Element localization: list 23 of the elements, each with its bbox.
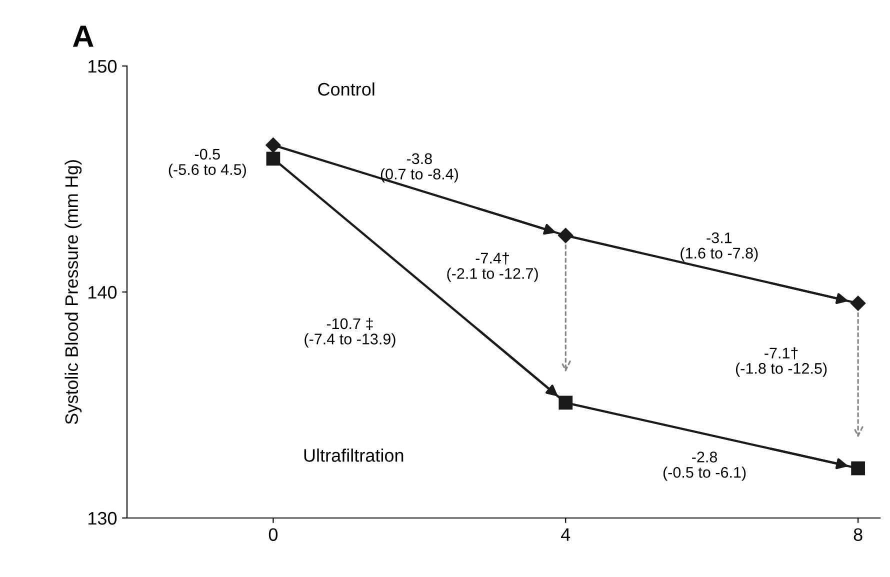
x-tick-label: 0 xyxy=(268,528,278,541)
point xyxy=(851,461,866,476)
annotation: -2.8 (-0.5 to -6.1) xyxy=(663,452,746,481)
annotation: Ultrafiltration xyxy=(304,448,404,462)
text: A xyxy=(72,26,94,47)
y-tick-label: 140 xyxy=(88,286,117,299)
y-axis-title: Systolic Blood Pressure (mm Hg) xyxy=(64,160,82,424)
point xyxy=(558,396,573,410)
annotation: -3.1 (1.6 to -7.8) xyxy=(680,232,758,262)
annotation: -7.4† (-2.1 to -12.7) xyxy=(447,252,538,282)
y-tick-label: 130 xyxy=(88,512,117,525)
annotation: Control xyxy=(318,82,374,96)
annotation: -3.8 (0.7 to -8.4) xyxy=(380,153,458,182)
annotation: -7.1† (-1.8 to -12.5) xyxy=(736,347,827,377)
x-tick-label: 4 xyxy=(561,528,570,541)
point xyxy=(850,296,866,311)
x-tick-label: 8 xyxy=(854,528,862,541)
annotation: -0.5 (-5.6 to 4.5) xyxy=(168,148,246,178)
point xyxy=(266,152,280,166)
y-tick-label: 150 xyxy=(88,60,117,73)
point xyxy=(558,228,574,244)
point xyxy=(266,138,281,153)
annotation: -10.7 ‡ (-7.4 to -13.9) xyxy=(304,318,396,348)
